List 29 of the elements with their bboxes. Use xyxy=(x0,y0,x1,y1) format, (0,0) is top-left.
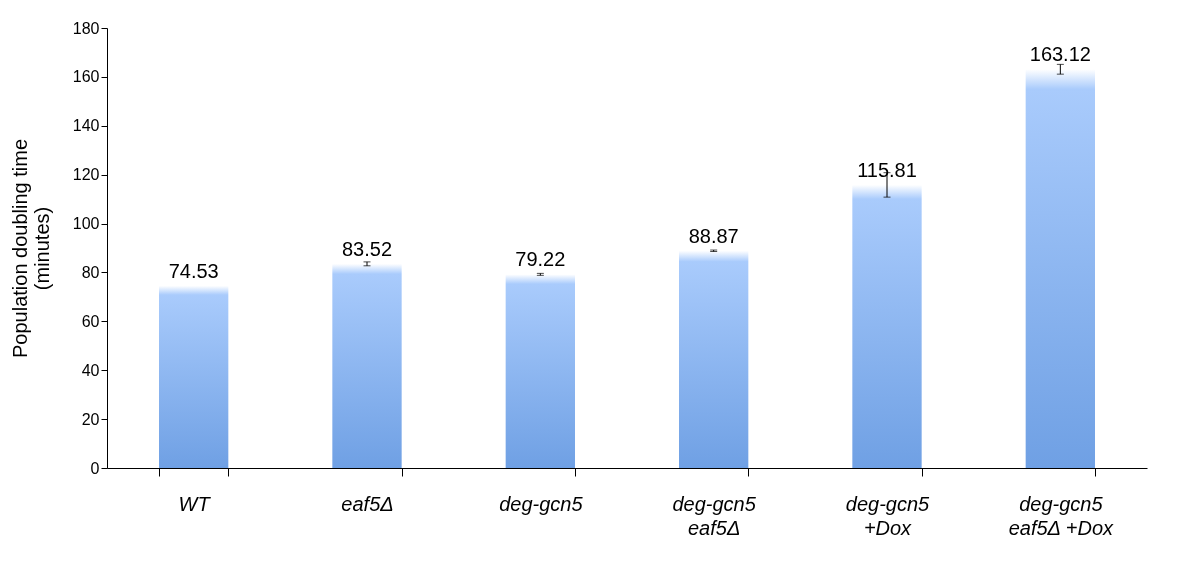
x-tick-label: deg-gcn5 eaf5Δ +Dox xyxy=(1008,492,1115,539)
x-tick-label: deg-gcn5 eaf5Δ xyxy=(672,492,757,539)
y-tick-label: 40 xyxy=(81,361,100,379)
y-tick-label: 180 xyxy=(72,19,100,37)
y-tick-label: 120 xyxy=(72,166,100,184)
bar xyxy=(505,274,575,468)
y-tick-label: 60 xyxy=(81,312,100,330)
bar xyxy=(679,250,749,468)
x-tick-label: deg-gcn5 xyxy=(499,492,584,515)
y-tick-label: 160 xyxy=(72,68,100,86)
y-tick-label: 20 xyxy=(81,410,100,428)
bar xyxy=(159,285,229,468)
data-label: 115.81 xyxy=(857,158,917,181)
data-label: 74.53 xyxy=(168,259,219,282)
y-tick-label: 0 xyxy=(90,459,100,477)
x-tick-label: WT xyxy=(178,492,212,515)
data-label: 163.12 xyxy=(1029,43,1091,66)
data-label: 88.87 xyxy=(688,224,739,247)
x-tick-label: deg-gcn5 +Dox xyxy=(845,492,931,539)
y-tick-label: 80 xyxy=(81,263,100,281)
bar xyxy=(332,263,402,468)
bar xyxy=(1025,69,1095,468)
data-label: 83.52 xyxy=(341,237,393,260)
x-tick-label: eaf5Δ xyxy=(341,492,394,515)
y-tick-label: 100 xyxy=(72,215,100,233)
data-label: 79.22 xyxy=(515,248,566,271)
y-tick-label: 140 xyxy=(72,117,100,135)
bar xyxy=(852,184,922,468)
y-axis-title: Population doubling time (minutes) xyxy=(8,138,53,359)
